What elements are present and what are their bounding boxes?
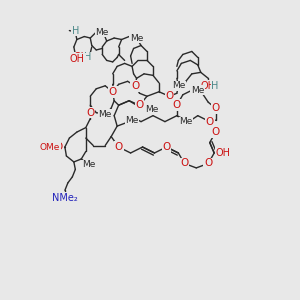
Text: Me: Me bbox=[130, 34, 143, 43]
Text: O: O bbox=[86, 108, 94, 118]
Text: O: O bbox=[206, 117, 214, 127]
Text: H: H bbox=[84, 52, 91, 62]
Text: O: O bbox=[204, 158, 212, 168]
Text: OH: OH bbox=[201, 81, 216, 91]
Text: O: O bbox=[55, 142, 63, 152]
Text: O: O bbox=[212, 127, 220, 137]
Text: H: H bbox=[212, 81, 219, 91]
Text: Me: Me bbox=[125, 116, 139, 124]
Text: Me: Me bbox=[172, 81, 185, 90]
Text: O: O bbox=[165, 91, 173, 101]
Text: Me: Me bbox=[98, 110, 112, 119]
Text: O: O bbox=[135, 100, 144, 110]
Text: Me: Me bbox=[145, 105, 158, 114]
Text: O: O bbox=[115, 142, 123, 152]
Text: Me: Me bbox=[191, 86, 205, 95]
Text: OMe: OMe bbox=[40, 142, 60, 152]
Text: Me: Me bbox=[95, 28, 109, 37]
Text: O: O bbox=[212, 103, 220, 113]
Text: H: H bbox=[72, 26, 79, 36]
Text: Me: Me bbox=[82, 160, 95, 169]
Text: OH: OH bbox=[216, 148, 231, 158]
Text: O: O bbox=[180, 158, 188, 168]
Text: OH: OH bbox=[74, 52, 89, 62]
Text: O: O bbox=[131, 81, 139, 91]
Text: O: O bbox=[162, 142, 170, 152]
Text: Me: Me bbox=[179, 117, 193, 126]
Text: OH: OH bbox=[70, 54, 85, 64]
Text: O: O bbox=[173, 100, 181, 110]
Text: O: O bbox=[109, 87, 117, 97]
Text: NMe₂: NMe₂ bbox=[52, 193, 78, 203]
